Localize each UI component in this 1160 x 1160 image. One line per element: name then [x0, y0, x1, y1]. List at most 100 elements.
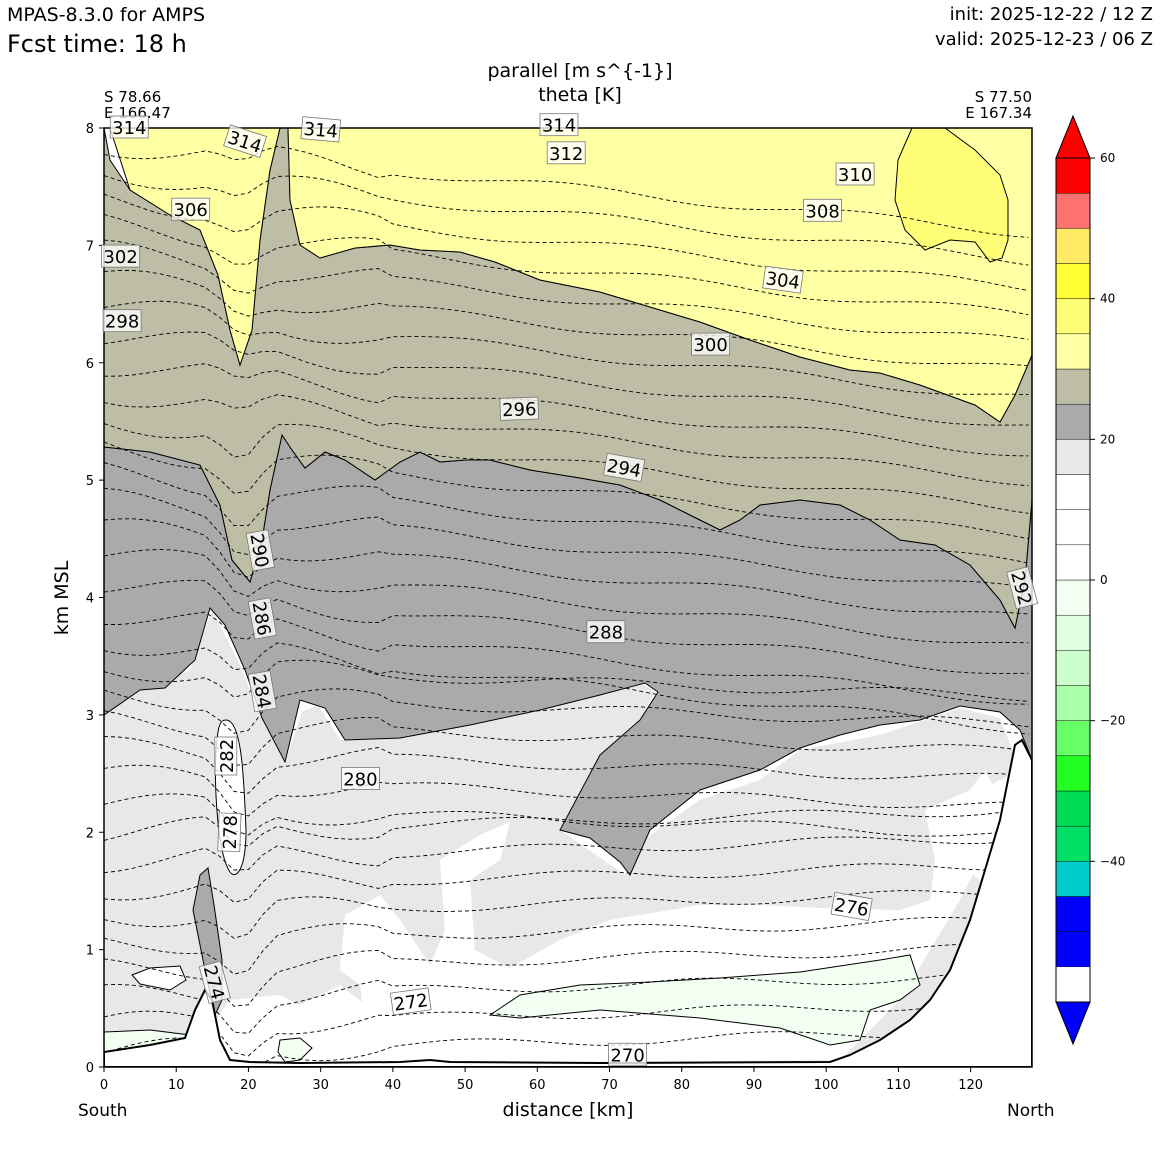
theta-label-box	[830, 891, 873, 922]
colorbar-segment	[1055, 720, 1091, 757]
y-tick-label: 5	[86, 474, 94, 489]
colorbar-segment	[1055, 896, 1091, 932]
y-tick-label: 1	[86, 944, 94, 959]
theta-label-box	[803, 198, 842, 222]
x-tick-label: 50	[457, 1078, 474, 1093]
theta-label: 296	[499, 396, 540, 421]
colorbar-segment	[1055, 298, 1091, 335]
theta-label: 282	[214, 736, 238, 776]
theta-label: 286	[248, 597, 277, 640]
theta-label-box	[539, 113, 579, 137]
theta-label-box	[586, 620, 626, 644]
left-endpoint: S 78.66 E 166.47	[104, 89, 171, 121]
theta-label-box	[340, 767, 380, 790]
theta-isentrope	[104, 193, 1029, 292]
wind-fill-0-5-small	[131, 965, 187, 991]
colorbar-segment	[1055, 614, 1091, 651]
theta-label: 312	[546, 141, 586, 165]
theta-isentrope	[104, 808, 1029, 847]
theta-label: 298	[102, 309, 142, 333]
colorbar-segment	[1055, 544, 1091, 581]
x-tick-label: 60	[529, 1078, 546, 1093]
y-axis-label: km MSL	[51, 560, 73, 636]
colorbar-tick-label: 0	[1100, 573, 1108, 587]
theta-isentrope	[104, 916, 1029, 975]
theta-label: 278	[217, 812, 242, 853]
y-tick-label: 3	[86, 709, 94, 724]
theta-label-box	[389, 987, 432, 1016]
theta-label: 270	[608, 1042, 647, 1066]
theta-label-box	[247, 670, 277, 713]
colorbar-tick-label: −20	[1100, 714, 1125, 728]
x-tick-label: 0	[100, 1078, 108, 1093]
chart-title-theta: theta [K]	[538, 84, 622, 106]
colorbar-segment	[1055, 755, 1091, 792]
colorbar-tick-label: −40	[1100, 854, 1125, 868]
theta-label: 310	[835, 162, 875, 186]
y-axis: 0 1 2 3 4 5 6 7 8	[86, 122, 104, 1076]
theta-isentrope	[104, 239, 1029, 340]
colorbar-segment	[1055, 228, 1091, 264]
theta-label: 300	[691, 332, 730, 356]
colorbar-segment	[1055, 439, 1091, 475]
theta-label-text: 310	[838, 165, 872, 186]
theta-label: 280	[340, 767, 380, 790]
x-tick-label: 110	[886, 1078, 911, 1093]
colorbar-segment	[1055, 333, 1091, 370]
colorbar-segment	[1055, 685, 1091, 721]
theta-label-box	[691, 332, 730, 356]
theta-isentrope	[104, 863, 1029, 903]
wind-fill-neg5-0-small	[277, 1037, 313, 1063]
wind-fill-30-35	[894, 128, 1009, 263]
colorbar-segment	[1055, 861, 1091, 897]
theta-isentrope	[104, 300, 1029, 395]
plot-area	[104, 128, 1032, 1067]
colorbar-segment	[1055, 509, 1091, 546]
theta-label-text: 314	[542, 116, 576, 137]
x-tick-label: 30	[312, 1078, 329, 1093]
colorbar-segment	[1055, 157, 1091, 194]
x-tick-label: 10	[168, 1078, 185, 1093]
theta-label-box	[603, 452, 646, 483]
theta-isentrope	[104, 642, 1029, 735]
theta-label-box	[102, 309, 142, 333]
theta-isentrope	[104, 462, 1029, 564]
theta-label-text: 304	[764, 268, 801, 294]
theta-label-box	[198, 960, 231, 1004]
theta-label-text: 282	[217, 739, 238, 773]
colorbar-segment	[1055, 474, 1091, 510]
theta-isentrope	[104, 175, 1029, 266]
theta-label: 314	[109, 115, 149, 139]
theta-label-text: 300	[693, 335, 727, 356]
theta-contours	[104, 146, 1029, 1067]
y-tick-label: 6	[86, 357, 94, 372]
theta-isentrope	[104, 970, 1029, 1034]
x-tick-label: 20	[240, 1078, 257, 1093]
theta-label-text: 272	[392, 990, 429, 1016]
y-tick-label: 4	[86, 592, 94, 607]
theta-isentrope	[104, 363, 1029, 457]
colorbar-tick-label: 20	[1100, 432, 1115, 446]
x-axis: 0 10 20 30 40 50 60 70 80 90 100 110 120	[100, 1067, 983, 1093]
y-tick-label: 8	[86, 122, 94, 137]
theta-isentrope	[104, 213, 1029, 316]
colorbar-segment	[1055, 579, 1091, 616]
theta-isentrope	[104, 423, 1029, 514]
model-name: MPAS-8.3.0 for AMPS	[7, 4, 206, 26]
colorbar-segment	[1055, 192, 1091, 229]
theta-label-text: 298	[105, 312, 139, 333]
theta-isentrope	[104, 688, 1029, 734]
colorbar-segment	[1055, 403, 1091, 440]
colorbar-segment	[1055, 825, 1091, 862]
theta-label-box	[101, 244, 140, 268]
x-tick-label: 70	[601, 1078, 618, 1093]
x-tick-label: 90	[746, 1078, 763, 1093]
theta-label-box	[546, 141, 586, 165]
valid-time: valid: 2025-12-23 / 06 Z	[935, 29, 1153, 50]
north-label: North	[1007, 1101, 1055, 1121]
theta-isentrope	[104, 890, 1029, 939]
theta-label: 306	[171, 197, 211, 221]
theta-label-text: 308	[805, 201, 839, 222]
colorbar-segment	[1055, 368, 1091, 405]
